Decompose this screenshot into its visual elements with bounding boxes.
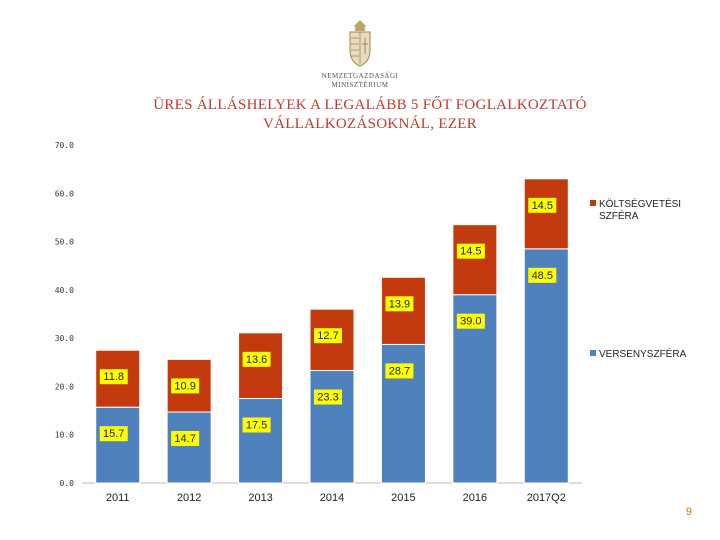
data-label-bg — [456, 313, 485, 329]
legend-label-versenyszfera: VERSENYSZFÉRA — [599, 347, 687, 360]
bar-versenyszfera — [95, 406, 141, 484]
x-tick-label: 2013 — [248, 492, 272, 504]
data-label-versenyszfera: 39.0 — [460, 316, 481, 328]
ministry-logo: NEMZETGAZDASÁGI MINISZTÉRIUM — [318, 18, 402, 90]
legend-swatch-versenyszfera — [590, 350, 596, 356]
x-tick-label: 2014 — [320, 492, 344, 504]
bar-koltsegvetesi — [452, 224, 498, 296]
chart-title: ÜRES ÁLLÁSHELYEK A LEGALÁBB 5 FŐT FOGLAL… — [100, 96, 640, 134]
legend-swatch-koltsegvetesi — [590, 200, 596, 206]
page-number: 9 — [685, 506, 692, 518]
data-label-versenyszfera: 14.7 — [174, 433, 195, 445]
data-label-versenyszfera: 23.3 — [317, 391, 338, 403]
data-label-koltsegvetesi: 13.9 — [389, 298, 410, 310]
y-tick-label: 0.0 — [60, 479, 75, 488]
data-label-koltsegvetesi: 14.5 — [532, 200, 553, 212]
x-tick-label: 2017Q2 — [527, 492, 566, 504]
data-label-bg — [456, 243, 485, 259]
y-tick-label: 60.0 — [55, 189, 74, 198]
chart-title-line-1: ÜRES ÁLLÁSHELYEK A LEGALÁBB 5 FŐT FOGLAL… — [153, 97, 587, 113]
y-tick-label: 40.0 — [55, 286, 74, 295]
data-label-bg — [99, 426, 128, 442]
data-label-bg — [99, 369, 128, 385]
logo-line-1: NEMZETGAZDASÁGI — [321, 72, 399, 80]
data-label-koltsegvetesi: 14.5 — [460, 246, 481, 258]
data-label-bg — [171, 378, 200, 394]
data-label-bg — [528, 197, 557, 213]
y-tick-label: 70.0 — [55, 141, 74, 150]
data-label-bg — [385, 296, 414, 312]
y-tick-label: 20.0 — [55, 382, 74, 391]
data-label-bg — [171, 431, 200, 447]
data-label-bg — [314, 389, 342, 405]
data-label-koltsegvetesi: 11.8 — [103, 371, 124, 383]
data-label-bg — [385, 363, 414, 379]
chart-title-line-2: VÁLLALKOZÁSOKNÁL, EZER — [262, 116, 478, 132]
x-tick-label: 2016 — [463, 492, 487, 504]
data-label-versenyszfera: 17.5 — [246, 420, 267, 432]
y-tick-label: 10.0 — [55, 431, 74, 440]
x-tick-label: 2011 — [106, 492, 130, 504]
x-tick-label: 2012 — [177, 492, 201, 504]
bar-versenyszfera — [309, 369, 355, 484]
bar-versenyszfera — [238, 398, 284, 484]
data-label-koltsegvetesi: 12.7 — [317, 330, 338, 342]
data-label-versenyszfera: 15.7 — [103, 428, 124, 440]
x-tick-label: 2015 — [391, 492, 415, 504]
legend-label-koltsegvetesi: KÖLTSÉGVETÉSI — [599, 197, 681, 210]
bar-versenyszfera — [166, 411, 212, 484]
data-label-koltsegvetesi: 10.9 — [174, 380, 195, 392]
y-tick-label: 50.0 — [55, 238, 74, 247]
bar-versenyszfera — [523, 248, 569, 484]
bar-koltsegvetesi — [523, 178, 569, 250]
data-label-versenyszfera: 48.5 — [532, 270, 553, 282]
data-label-bg — [242, 351, 271, 367]
data-label-bg — [528, 267, 557, 283]
y-tick-label: 30.0 — [55, 334, 74, 343]
data-label-bg — [314, 328, 342, 344]
data-label-bg — [242, 417, 271, 433]
legend-label-koltsegvetesi: SZFÉRA — [599, 209, 639, 222]
logo-line-2: MINISZTÉRIUM — [331, 81, 389, 89]
coat-of-arms-icon — [349, 20, 371, 67]
data-label-koltsegvetesi: 13.6 — [246, 354, 267, 366]
data-label-versenyszfera: 28.7 — [389, 365, 410, 377]
